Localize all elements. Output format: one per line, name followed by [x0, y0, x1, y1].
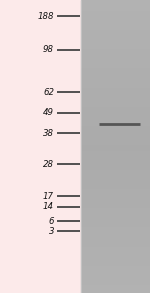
Bar [81, 0, 150, 293]
Text: 28: 28 [43, 160, 54, 168]
Bar [0, 0, 81, 293]
Text: 49: 49 [43, 108, 54, 117]
Text: 98: 98 [43, 45, 54, 54]
Text: 38: 38 [43, 129, 54, 138]
Text: 62: 62 [43, 88, 54, 97]
Text: 14: 14 [43, 202, 54, 211]
Text: 17: 17 [43, 192, 54, 201]
Text: 6: 6 [48, 217, 54, 226]
Text: 3: 3 [48, 227, 54, 236]
Text: 188: 188 [38, 12, 54, 21]
